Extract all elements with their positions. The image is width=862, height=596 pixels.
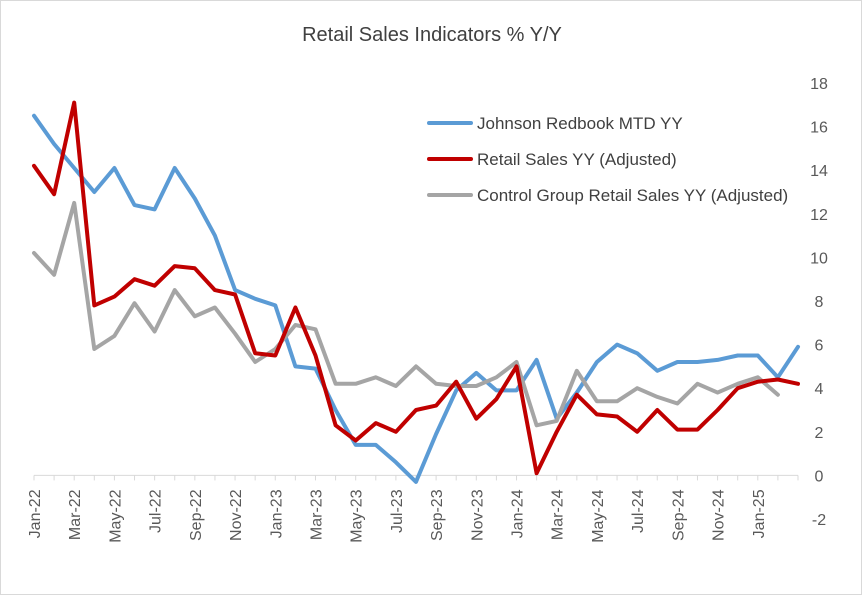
legend-label-1: Johnson Redbook MTD YY: [477, 114, 683, 133]
x-tick-label: Nov-24: [711, 489, 728, 541]
x-tick-label: Jan-24: [510, 489, 527, 538]
x-tick-label: Jul-24: [630, 489, 647, 533]
x-tick-label: Sep-24: [670, 489, 687, 541]
axis-layer: -2 0 2 4 6 8 10 12 14 16 18 Jan-22 Mar-22 May-22 Jul-2…: [27, 76, 828, 543]
x-tick-label: Nov-22: [228, 489, 245, 541]
x-tick-label: Jul-23: [389, 489, 406, 533]
series-layer: [32, 100, 800, 484]
x-tick-label: Mar-24: [550, 489, 567, 540]
x-tick-label: Mar-23: [308, 489, 325, 540]
y-tick-label: 14: [810, 163, 828, 180]
x-tick-label: Nov-23: [469, 489, 486, 541]
x-tick-label: May-23: [349, 489, 366, 542]
y-tick-label: -2: [812, 512, 826, 529]
legend-label-2: Retail Sales YY (Adjusted): [477, 150, 677, 169]
x-tick-label: Jul-22: [148, 489, 165, 533]
x-tick-label: Jan-25: [751, 489, 768, 538]
y-tick-label: 18: [810, 76, 828, 93]
x-tick-label: May-24: [590, 489, 607, 542]
series-line-3: [32, 200, 780, 428]
legend: Johnson Redbook MTD YY Retail Sales YY (A…: [427, 114, 788, 205]
chart-title: Retail Sales Indicators % Y/Y: [302, 24, 562, 46]
x-tick-label: Mar-22: [67, 489, 84, 540]
y-tick-label: 12: [810, 207, 828, 224]
y-tick-label: 0: [815, 468, 824, 485]
x-tick-label: Sep-22: [188, 489, 205, 541]
y-tick-label: 10: [810, 250, 828, 267]
x-tick-label: Sep-23: [429, 489, 446, 541]
x-tick-label: Jan-23: [268, 489, 285, 538]
series-line-1: [32, 113, 800, 484]
x-tick-label: May-22: [107, 489, 124, 542]
y-tick-label: 6: [815, 338, 824, 355]
x-tick-label: Jan-22: [27, 489, 44, 538]
legend-label-3: Control Group Retail Sales YY (Adjusted): [477, 186, 788, 205]
y-tick-label: 4: [815, 381, 824, 398]
y-tick-label: 8: [815, 294, 824, 311]
y-tick-label: 2: [815, 425, 824, 442]
y-tick-label: 16: [810, 120, 828, 137]
series-line-2: [32, 100, 800, 476]
